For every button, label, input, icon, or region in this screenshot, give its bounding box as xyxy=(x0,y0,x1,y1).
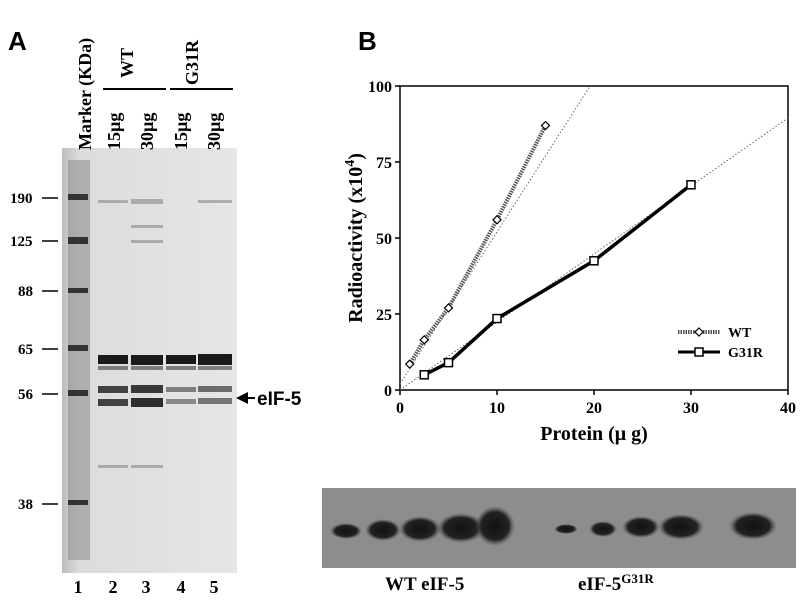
legend-marker xyxy=(694,347,704,357)
arrow-head xyxy=(236,392,248,404)
data-point xyxy=(492,214,502,225)
y-axis-label-end: ) xyxy=(345,153,367,160)
panel-label: B xyxy=(358,26,377,56)
marker-label: 88 xyxy=(18,284,33,300)
y-axis-label-sup: 4 xyxy=(343,160,358,167)
gel xyxy=(62,148,237,573)
blot-label: eIF-5G31R xyxy=(578,571,654,595)
lane-number: 5 xyxy=(210,577,219,597)
marker-label: 65 xyxy=(18,342,33,358)
arrow-label: eIF-5 xyxy=(257,389,302,410)
lane-number: 1 xyxy=(74,577,83,597)
data-point xyxy=(419,370,429,380)
x-axis-label: Protein (μ g) xyxy=(540,423,648,445)
fit-line xyxy=(399,85,591,385)
marker-labels: 190 125 88 65 56 38 xyxy=(10,191,58,513)
lane-number: 4 xyxy=(177,577,186,597)
x-tick-label: 20 xyxy=(586,400,602,417)
marker-label: 56 xyxy=(18,387,34,403)
group-label: G31R xyxy=(182,39,202,85)
data-point xyxy=(540,120,551,131)
x-tick-label: 0 xyxy=(396,400,404,417)
marker-label: 38 xyxy=(18,497,33,513)
x-tick-label: 40 xyxy=(780,400,796,417)
y-tick-label: 100 xyxy=(368,79,392,96)
data-point xyxy=(686,180,696,190)
data-point xyxy=(443,357,454,368)
group-label: WT xyxy=(117,48,137,78)
marker-header: Marker (KDa) xyxy=(75,38,96,150)
legend-marker xyxy=(694,327,704,337)
data-point xyxy=(589,256,599,266)
blot xyxy=(322,488,796,568)
data-point xyxy=(419,334,430,345)
legend-label: WT xyxy=(728,326,752,341)
y-axis-label: Radioactivity (x104) xyxy=(343,153,367,323)
amount-label: 30µg xyxy=(204,113,224,150)
data-point xyxy=(443,303,454,313)
y-axis-label-main: Radioactivity (x10 xyxy=(345,167,367,323)
plot-frame xyxy=(399,85,789,391)
blot-label-main: eIF-5 xyxy=(578,574,621,595)
marker-label: 190 xyxy=(10,191,33,207)
panel-label: A xyxy=(8,26,27,56)
chart: 0 25 50 75 100 0 10 20 30 40 Protein (μ g) Radioact… xyxy=(343,79,796,445)
y-tick-label: 0 xyxy=(384,383,392,400)
lane-number: 3 xyxy=(142,577,151,597)
y-tick-label: 25 xyxy=(376,307,392,324)
x-tick-label: 10 xyxy=(489,400,505,417)
marker-label: 125 xyxy=(10,234,33,250)
legend-label: G31R xyxy=(728,346,764,361)
data-point xyxy=(404,359,415,370)
y-tick-label: 75 xyxy=(376,155,392,172)
y-tick-label: 50 xyxy=(376,231,392,248)
data-point xyxy=(492,313,502,324)
blot-label: WT eIF-5 xyxy=(385,574,464,595)
x-tick-label: 30 xyxy=(683,400,699,417)
amount-label: 15µg xyxy=(104,113,124,150)
amount-label: 30µg xyxy=(137,113,157,150)
blot-label-sup: G31R xyxy=(621,571,654,586)
lane-number: 2 xyxy=(109,577,118,597)
amount-label: 15µg xyxy=(171,113,191,150)
series-line xyxy=(407,124,548,366)
